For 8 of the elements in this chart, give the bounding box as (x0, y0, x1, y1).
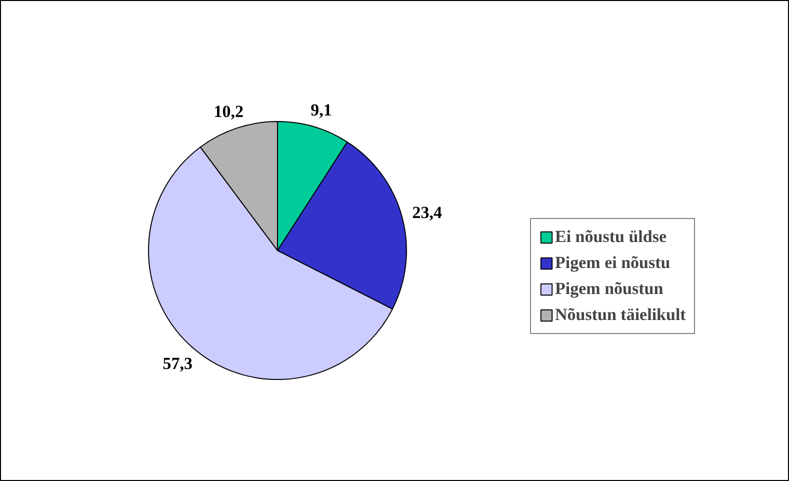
legend-label: Pigem ei nõustu (555, 253, 670, 273)
data-label: 10,2 (214, 102, 244, 121)
data-label: 9,1 (310, 100, 332, 120)
legend-label: Ei nõustu üldse (555, 227, 666, 247)
data-label: 23,4 (412, 203, 443, 222)
legend-label: Pigem nõustun (555, 279, 664, 299)
legend-label: Nõustun täielikult (555, 305, 686, 325)
data-label: 57,3 (162, 354, 192, 373)
